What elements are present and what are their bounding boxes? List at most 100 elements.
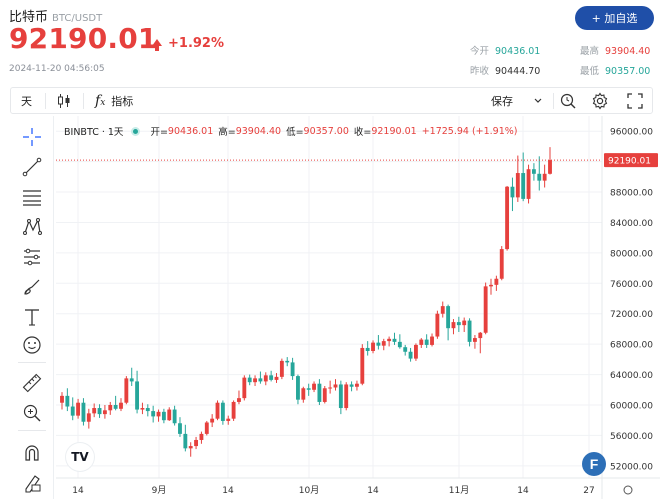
fullscreen-button[interactable]: [627, 88, 643, 113]
candle-body: [462, 320, 467, 326]
magnet-icon: [25, 445, 39, 461]
toolbar-divider: [553, 93, 554, 109]
candle-body: [301, 388, 306, 400]
chart-type-button[interactable]: [57, 88, 71, 113]
price-chart[interactable]: 96000.0092000.0088000.0084000.0080000.00…: [56, 116, 660, 499]
candle-body: [414, 344, 418, 359]
tv-mark: TV: [71, 450, 89, 464]
candle-body: [548, 160, 552, 174]
x-tick-label: 27: [583, 486, 594, 496]
candle-body: [521, 173, 526, 199]
x-tick-label: 10月: [299, 485, 319, 496]
candle-body: [119, 402, 123, 409]
asset-title: 比特币 BTC/USDT: [9, 6, 102, 25]
candle-body: [397, 341, 402, 348]
legend-open-key: 开=: [150, 127, 168, 138]
candle-body: [430, 336, 434, 345]
stat-high-label: 最高: [580, 46, 600, 57]
last-price-tag-label: 92190.01: [608, 157, 651, 167]
candle-body: [515, 173, 520, 198]
y-tick-label: 60000.00: [610, 401, 653, 411]
text-tool[interactable]: [20, 306, 44, 328]
tool-divider: [18, 430, 46, 431]
candle-body: [403, 347, 408, 352]
save-label: 保存: [491, 94, 513, 108]
price-change: +1.92%: [152, 36, 224, 51]
axis-settings-icon: [623, 485, 633, 495]
zoom-in-icon: [23, 404, 41, 422]
zoom-tool[interactable]: [20, 402, 44, 424]
quick-search-button[interactable]: [559, 88, 577, 113]
stat-low-value: 90357.00: [605, 66, 651, 77]
candle-body: [145, 408, 150, 412]
candle-body: [424, 339, 429, 345]
chevron-down-icon: [534, 98, 542, 103]
candle-body: [371, 342, 375, 351]
chart-legend: BINBTC · 1天 开= 90436.01 高= 93904.40 低= 9035…: [64, 124, 518, 139]
stat-open-value: 90436.01: [495, 46, 541, 57]
settings-button[interactable]: [591, 88, 609, 113]
stat-low: 最低 90357.00: [580, 63, 650, 77]
ruler-tool[interactable]: [20, 372, 44, 394]
candle-body: [97, 408, 102, 415]
x-tick-label: 14: [72, 486, 84, 496]
lock-draw-tool[interactable]: [20, 472, 44, 494]
trend-line-tool[interactable]: [20, 156, 44, 178]
candle-body: [76, 402, 81, 416]
pattern-tool[interactable]: [20, 216, 44, 238]
candlestick-chart[interactable]: 96000.0092000.0088000.0084000.0080000.00…: [56, 116, 660, 499]
candle-body: [151, 411, 156, 417]
stat-high: 最高 93904.40: [580, 43, 650, 57]
candle-body: [285, 360, 290, 363]
legend-close-key: 收=: [353, 127, 372, 138]
stat-low-label: 最低: [580, 66, 600, 77]
candle-body: [360, 347, 365, 384]
y-tick-label: 64000.00: [610, 371, 653, 381]
tradingview-logo[interactable]: TV: [66, 443, 94, 471]
brush-icon: [24, 279, 40, 295]
candle-body: [392, 338, 397, 342]
candle-body: [290, 362, 295, 377]
stat-prev-close-value: 90444.70: [495, 66, 541, 77]
fullscreen-icon: [627, 92, 643, 109]
candle-body: [263, 375, 268, 382]
candle-body: [129, 378, 134, 382]
prediction-tool[interactable]: [20, 246, 44, 268]
fib-tool[interactable]: [20, 186, 44, 208]
legend-low-value: 90357.00: [303, 125, 349, 137]
legend-close-value: 92190.01: [371, 125, 417, 137]
interval-selector[interactable]: 天: [21, 94, 32, 108]
brush-tool[interactable]: [20, 276, 44, 298]
add-to-watchlist-button[interactable]: + 加自选: [575, 6, 654, 30]
stat-prev-close: 昨收 90444.70: [470, 63, 540, 77]
crosshair-tool[interactable]: [20, 126, 44, 148]
trend-line-icon: [22, 157, 42, 177]
magnifier-clock-icon: [560, 93, 576, 108]
floating-f-button[interactable]: F: [582, 452, 606, 476]
stat-open: 今开 90436.01: [470, 43, 540, 57]
candle-body: [478, 332, 483, 339]
candle-body: [296, 376, 300, 400]
candle-body: [269, 375, 274, 380]
legend-high-key: 高=: [218, 127, 236, 138]
tool-divider: [18, 362, 46, 363]
candle-body: [178, 423, 182, 434]
candle-body: [456, 322, 461, 326]
candle-body: [542, 173, 547, 181]
function-icon: fx: [95, 92, 106, 109]
save-button[interactable]: 保存: [491, 88, 543, 113]
emoji-tool[interactable]: [20, 334, 44, 356]
y-tick-label: 68000.00: [610, 341, 653, 351]
candle-body: [167, 409, 172, 421]
legend-open-value: 90436.01: [167, 125, 214, 137]
candle-body: [108, 404, 113, 411]
magnet-tool[interactable]: [20, 442, 44, 464]
candle-body: [489, 284, 493, 287]
drawing-toolbar: [10, 116, 54, 499]
y-tick-label: 72000.00: [610, 310, 653, 320]
candle-body: [381, 341, 386, 346]
pattern-icon: [23, 218, 42, 235]
candle-body: [135, 381, 140, 410]
candle-body: [435, 313, 440, 337]
indicators-button[interactable]: fx 指标: [95, 88, 133, 113]
